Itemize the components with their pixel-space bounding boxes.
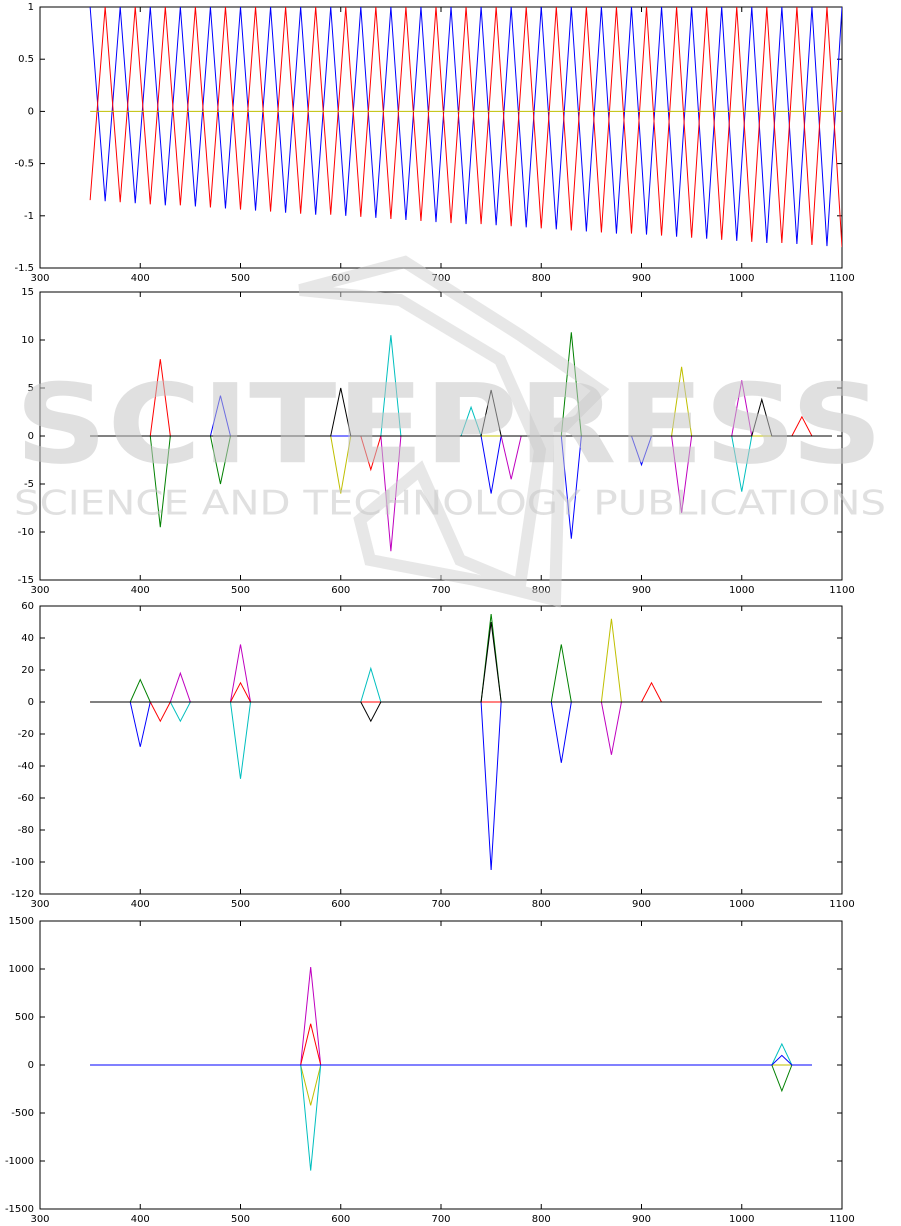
data-line (90, 681, 822, 723)
y-tick-label: 1500 (9, 916, 34, 927)
x-tick-label: 800 (532, 1214, 551, 1225)
y-tick-label: -15 (18, 575, 34, 586)
y-tick-label: 20 (21, 665, 34, 676)
watermark-title: SCITEPRESS (15, 360, 883, 488)
y-tick-label: 500 (15, 1012, 34, 1023)
y-tick-label: 1000 (9, 964, 34, 975)
data-line (90, 666, 822, 779)
x-tick-label: 1100 (829, 585, 854, 596)
x-tick-label: 800 (532, 273, 551, 284)
data-line (90, 701, 822, 871)
y-tick-label: -1500 (5, 1204, 34, 1215)
data-line (90, 359, 832, 472)
x-tick-label: 400 (131, 1214, 150, 1225)
x-tick-label: 400 (131, 273, 150, 284)
x-tick-label: 900 (632, 273, 651, 284)
x-tick-label: 300 (30, 273, 49, 284)
y-tick-label: 40 (21, 633, 34, 644)
y-tick-label: -500 (11, 1108, 34, 1119)
x-tick-label: 1000 (729, 1214, 754, 1225)
y-tick-label: 15 (21, 287, 34, 298)
y-tick-label: -100 (11, 857, 34, 868)
x-tick-label: 1000 (729, 273, 754, 284)
data-line (89, 7, 842, 247)
x-tick-label: 900 (632, 899, 651, 910)
x-tick-label: 600 (331, 585, 350, 596)
y-tick-label: -40 (18, 761, 34, 772)
x-tick-label: 800 (532, 899, 551, 910)
x-tick-label: 700 (431, 1214, 450, 1225)
y-tick-label: 10 (21, 335, 34, 346)
axes-box (39, 605, 843, 895)
watermark-logo (298, 255, 610, 608)
data-line (90, 387, 832, 437)
y-tick-label: 0 (28, 697, 34, 708)
data-line (90, 613, 822, 703)
y-tick-label: 5 (28, 383, 34, 394)
watermark: SCITEPRESS SCIENCE AND TECHNOLOGY PUBLIC… (14, 255, 886, 608)
x-tick-label: 400 (131, 585, 150, 596)
y-tick-label: -60 (18, 793, 34, 804)
y-tick-label: 60 (21, 601, 34, 612)
y-tick-label: 0.5 (18, 54, 34, 65)
x-tick-label: 700 (431, 899, 450, 910)
y-tick-label: 1 (28, 2, 34, 13)
x-tick-label: 500 (231, 899, 250, 910)
x-tick-label: 900 (632, 1214, 651, 1225)
x-tick-label: 1000 (729, 585, 754, 596)
y-tick-label: 0 (28, 431, 34, 442)
x-tick-label: 600 (331, 1214, 350, 1225)
x-tick-label: 400 (131, 899, 150, 910)
y-tick-label: 0 (28, 106, 34, 117)
x-tick-label: 600 (331, 899, 350, 910)
x-tick-label: 300 (30, 899, 49, 910)
y-tick-label: -120 (11, 889, 34, 900)
y-tick-label: -0.5 (14, 159, 34, 170)
y-tick-label: -80 (18, 825, 34, 836)
x-tick-label: 1000 (729, 899, 754, 910)
y-tick-label: -10 (18, 527, 34, 538)
data-line (90, 1054, 812, 1066)
x-tick-label: 500 (231, 1214, 250, 1225)
data-line (90, 621, 822, 723)
x-tick-label: 1100 (829, 273, 854, 284)
data-line (90, 335, 832, 492)
x-tick-label: 500 (231, 273, 250, 284)
x-tick-label: 300 (30, 585, 49, 596)
y-tick-label: -20 (18, 729, 34, 740)
data-line (90, 644, 822, 755)
x-tick-label: 500 (231, 585, 250, 596)
x-tick-label: 300 (30, 1214, 49, 1225)
y-tick-label: -1 (24, 211, 34, 222)
axes-box (39, 6, 843, 269)
data-line (89, 7, 842, 248)
y-tick-label: -5 (24, 479, 34, 490)
x-tick-label: 700 (431, 585, 450, 596)
x-tick-label: 900 (632, 585, 651, 596)
y-tick-label: 0 (28, 1060, 34, 1071)
watermark-subtitle: SCIENCE AND TECHNOLOGY PUBLICATIONS (14, 484, 886, 524)
y-tick-label: -1.5 (14, 263, 34, 274)
x-tick-label: 1100 (829, 1214, 854, 1225)
x-tick-label: 1100 (829, 899, 854, 910)
y-tick-label: -1000 (5, 1156, 34, 1167)
